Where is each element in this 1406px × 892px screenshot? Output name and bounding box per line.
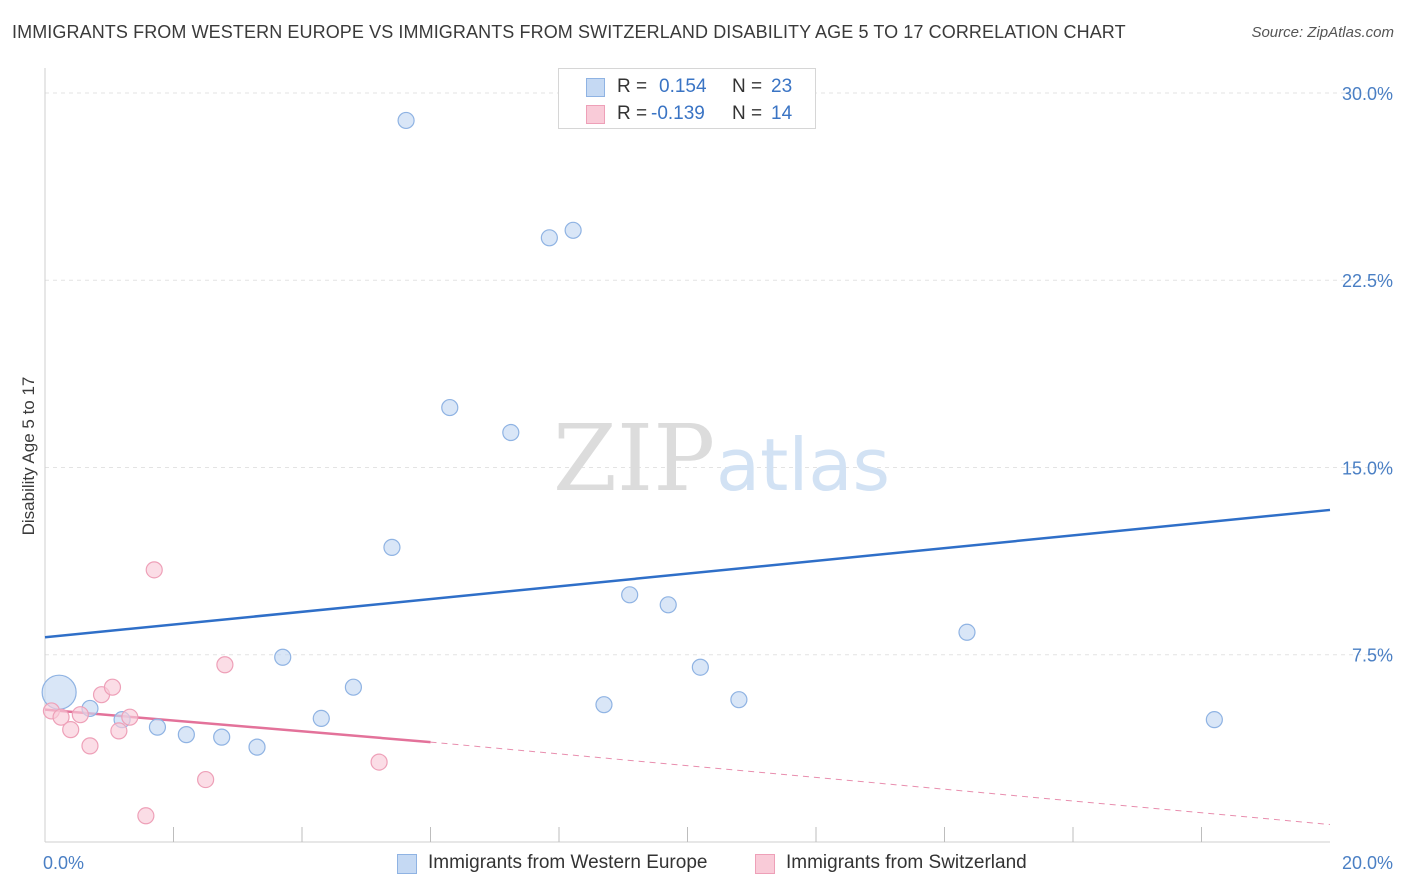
- blue-data-point: [383, 538, 401, 556]
- blue-data-point: [148, 718, 167, 736]
- series-legend: Immigrants from Western Europe Immigrant…: [0, 850, 1406, 880]
- y-tick-label: 30.0%: [1342, 84, 1393, 104]
- watermark: ZIP atlas: [553, 405, 890, 512]
- y-tick-label: 7.5%: [1352, 646, 1393, 666]
- blue-data-point: [958, 623, 976, 641]
- pink-data-point: [370, 753, 388, 771]
- watermark-zip: ZIP: [553, 405, 715, 512]
- r-value: -0.139: [651, 103, 705, 124]
- trendlines: [44, 508, 1331, 826]
- pink-data-point: [216, 656, 234, 674]
- stat-row-blue: R = 0.154 N = 23: [559, 75, 815, 101]
- r-value: 0.154: [659, 76, 707, 97]
- pink-data-point: [137, 807, 155, 825]
- n-value: 14: [771, 103, 793, 124]
- pink-data-point: [52, 708, 70, 726]
- pink-data-point: [62, 721, 80, 739]
- pink-data-point: [81, 737, 99, 755]
- pink-trendline-extension: [430, 741, 1331, 826]
- tick-labels: 7.5% 15.0% 22.5% 30.0% 0.0% 20.0%: [43, 84, 1393, 873]
- stat-legend: R = 0.154 N = 23 R = -0.139 N = 14: [558, 68, 816, 129]
- blue-data-point: [730, 691, 748, 709]
- blue-data-point: [564, 221, 582, 239]
- data-points: [41, 111, 1223, 825]
- blue-swatch: [397, 854, 417, 874]
- y-axis-title: Disability Age 5 to 17: [19, 377, 38, 536]
- blue-data-point: [659, 596, 677, 614]
- r-label: R =: [617, 103, 648, 124]
- r-label: R =: [617, 76, 648, 97]
- pink-data-point: [121, 708, 139, 726]
- blue-data-point: [274, 648, 292, 666]
- pink-data-point: [110, 722, 128, 740]
- n-label: N =: [732, 103, 763, 124]
- n-value: 23: [771, 76, 793, 97]
- blue-data-point: [1205, 711, 1223, 729]
- pink-data-point: [71, 706, 89, 724]
- blue-data-point: [595, 696, 613, 714]
- legend-label: Immigrants from Western Europe: [428, 852, 708, 873]
- blue-swatch: [586, 78, 605, 97]
- pink-swatch: [586, 105, 605, 124]
- pink-trendline: [44, 708, 431, 744]
- watermark-atlas: atlas: [716, 423, 890, 507]
- x-tick-label: 0.0%: [43, 853, 84, 873]
- pink-data-point: [103, 678, 122, 696]
- y-tick-label: 15.0%: [1342, 458, 1393, 478]
- blue-trendline: [44, 508, 1331, 639]
- chart-source: Source: ZipAtlas.com: [1251, 24, 1394, 41]
- blue-data-point: [213, 728, 231, 746]
- blue-data-point: [441, 398, 459, 417]
- blue-data-point: [502, 423, 520, 442]
- legend-label: Immigrants from Switzerland: [786, 852, 1027, 873]
- gridlines: [45, 92, 1392, 656]
- blue-data-point: [621, 586, 639, 604]
- stat-row-pink: R = -0.139 N = 14: [559, 102, 815, 128]
- blue-data-point: [344, 678, 362, 696]
- blue-data-point: [397, 111, 415, 130]
- blue-data-point: [540, 229, 558, 247]
- pink-data-point: [145, 561, 163, 579]
- n-label: N =: [732, 76, 763, 97]
- blue-data-point: [691, 658, 709, 676]
- pink-swatch: [755, 854, 775, 874]
- blue-data-point: [312, 709, 330, 728]
- y-tick-label: 22.5%: [1342, 271, 1393, 291]
- blue-data-point: [248, 738, 266, 756]
- x-tick-label: 20.0%: [1342, 853, 1393, 873]
- blue-data-point: [177, 726, 195, 744]
- chart-title: IMMIGRANTS FROM WESTERN EUROPE VS IMMIGR…: [12, 22, 1126, 42]
- pink-data-point: [197, 770, 215, 789]
